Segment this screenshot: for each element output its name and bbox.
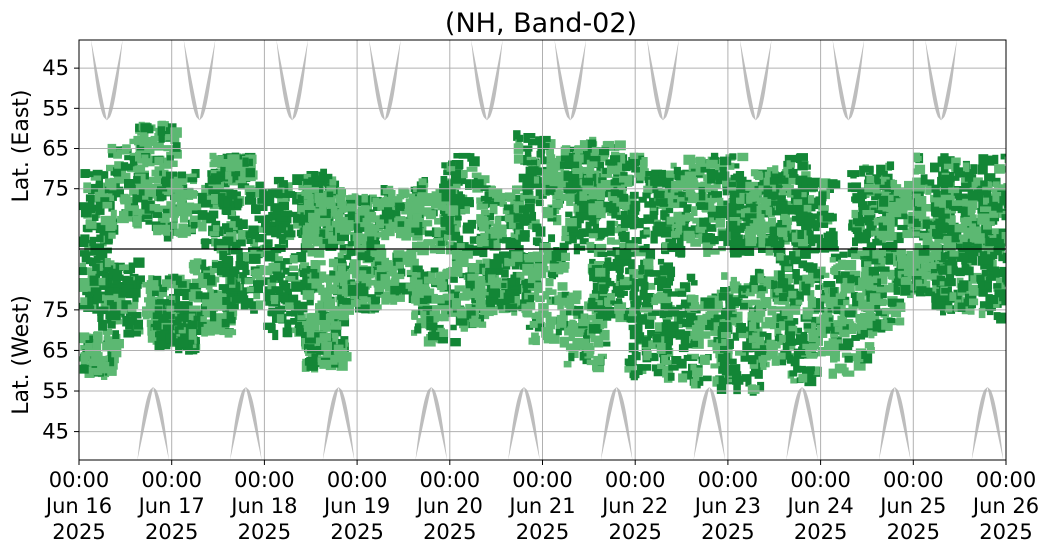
y-tick-label-bottom-3: 45	[42, 420, 69, 444]
night-mask-bottom-3	[415, 386, 448, 460]
activity-patch-top-4	[197, 177, 250, 256]
night-mask-bottom-8	[879, 386, 911, 460]
activity-patch-top-6	[244, 176, 296, 258]
plot-area	[79, 40, 1006, 460]
night-mask-bottom-1	[230, 386, 262, 460]
night-mask-bottom-6	[693, 386, 726, 460]
chart-title: (NH, Band-02)	[445, 8, 637, 39]
activity-patch-bottom-9	[301, 330, 352, 373]
night-mask-top-9	[925, 40, 957, 121]
activity-patch-bottom-6	[216, 249, 266, 314]
x-tick-label-8-2: 2025	[794, 520, 847, 544]
x-tick-label-5-2: 2025	[516, 520, 569, 544]
activity-patch-top-3	[151, 169, 202, 242]
activity-patch-bottom-1	[97, 257, 145, 338]
night-mask-bottom-9	[971, 386, 1004, 460]
activity-patch-bottom-12	[410, 266, 461, 347]
x-tick-label-8-1: Jun 24	[785, 494, 853, 518]
activity-patch-bottom-17	[587, 249, 637, 323]
x-tick-label-2-1: Jun 18	[229, 494, 297, 518]
activity-patch-top-13	[476, 185, 527, 251]
night-mask-top-8	[832, 40, 865, 121]
x-tick-label-7-0: 00:00	[698, 468, 759, 492]
x-tick-label-10-1: Jun 26	[971, 494, 1039, 518]
x-tick-label-4-2: 2025	[423, 520, 476, 544]
x-tick-label-8-0: 00:00	[790, 468, 851, 492]
x-tick-label-1-1: Jun 17	[137, 494, 205, 518]
y-tick-label-top-0: 45	[42, 56, 69, 80]
x-tick-label-9-1: Jun 25	[878, 494, 946, 518]
night-mask-bottom-4	[508, 386, 540, 460]
x-tick-label-4-1: Jun 20	[415, 494, 483, 518]
x-tick-label-0-1: Jun 16	[44, 494, 112, 518]
x-tick-label-3-1: Jun 19	[322, 494, 390, 518]
x-tick-label-3-2: 2025	[330, 520, 383, 544]
y-tick-label-bottom-1: 65	[42, 338, 69, 362]
x-tick-label-7-2: 2025	[701, 520, 754, 544]
activity-patch-bottom-4	[152, 299, 202, 355]
night-mask-top-6	[647, 40, 679, 121]
night-mask-top-7	[739, 40, 772, 121]
night-mask-bottom-2	[322, 386, 355, 460]
x-tick-label-4-0: 00:00	[420, 468, 481, 492]
x-tick-label-3-0: 00:00	[327, 468, 388, 492]
activity-patch-top-5	[207, 152, 258, 187]
activity-patch-bottom-7	[263, 249, 312, 341]
y-axis-label-west: Lat. (West)	[9, 295, 34, 415]
x-tick-label-2-0: 00:00	[234, 468, 295, 492]
night-mask-bottom-0	[137, 386, 169, 460]
x-tick-label-5-0: 00:00	[512, 468, 573, 492]
x-tick-label-2-2: 2025	[238, 520, 291, 544]
y-tick-label-top-3: 75	[42, 177, 69, 201]
night-mask-top-3	[369, 40, 401, 121]
x-tick-label-0-0: 00:00	[49, 468, 110, 492]
x-tick-label-9-2: 2025	[887, 520, 940, 544]
x-tick-label-9-0: 00:00	[883, 468, 944, 492]
night-mask-top-0	[91, 40, 123, 121]
y-tick-label-top-1: 55	[42, 96, 69, 120]
x-tick-label-6-1: Jun 22	[600, 494, 668, 518]
x-tick-label-1-2: 2025	[145, 520, 198, 544]
x-tick-label-1-0: 00:00	[141, 468, 202, 492]
x-tick-label-6-2: 2025	[608, 520, 661, 544]
y-tick-label-top-2: 65	[42, 137, 69, 161]
y-tick-label-bottom-2: 55	[42, 379, 69, 403]
x-tick-label-0-2: 2025	[52, 520, 105, 544]
night-mask-top-4	[471, 40, 503, 121]
activity-patch-bottom-2	[79, 330, 124, 380]
night-mask-top-5	[554, 40, 587, 121]
activity-patch-top-31	[976, 153, 1006, 256]
activity-patch-bottom-28	[930, 249, 982, 316]
x-tick-label-10-2: 2025	[979, 520, 1032, 544]
night-mask-bottom-7	[786, 386, 818, 460]
night-mask-top-2	[276, 40, 308, 121]
night-mask-top-1	[183, 40, 216, 121]
activity-patch-bottom-29	[976, 251, 1006, 324]
x-tick-label-7-1: Jun 23	[693, 494, 761, 518]
x-tick-label-5-1: Jun 21	[507, 494, 575, 518]
x-tick-label-6-0: 00:00	[605, 468, 666, 492]
night-mask-bottom-5	[600, 386, 633, 460]
activity-patch-top-25	[791, 177, 841, 254]
y-tick-label-bottom-0: 75	[42, 298, 69, 322]
activity-patch-bottom-15	[522, 249, 570, 346]
y-axis-label-east: Lat. (East)	[9, 90, 34, 203]
x-tick-label-10-0: 00:00	[976, 468, 1037, 492]
